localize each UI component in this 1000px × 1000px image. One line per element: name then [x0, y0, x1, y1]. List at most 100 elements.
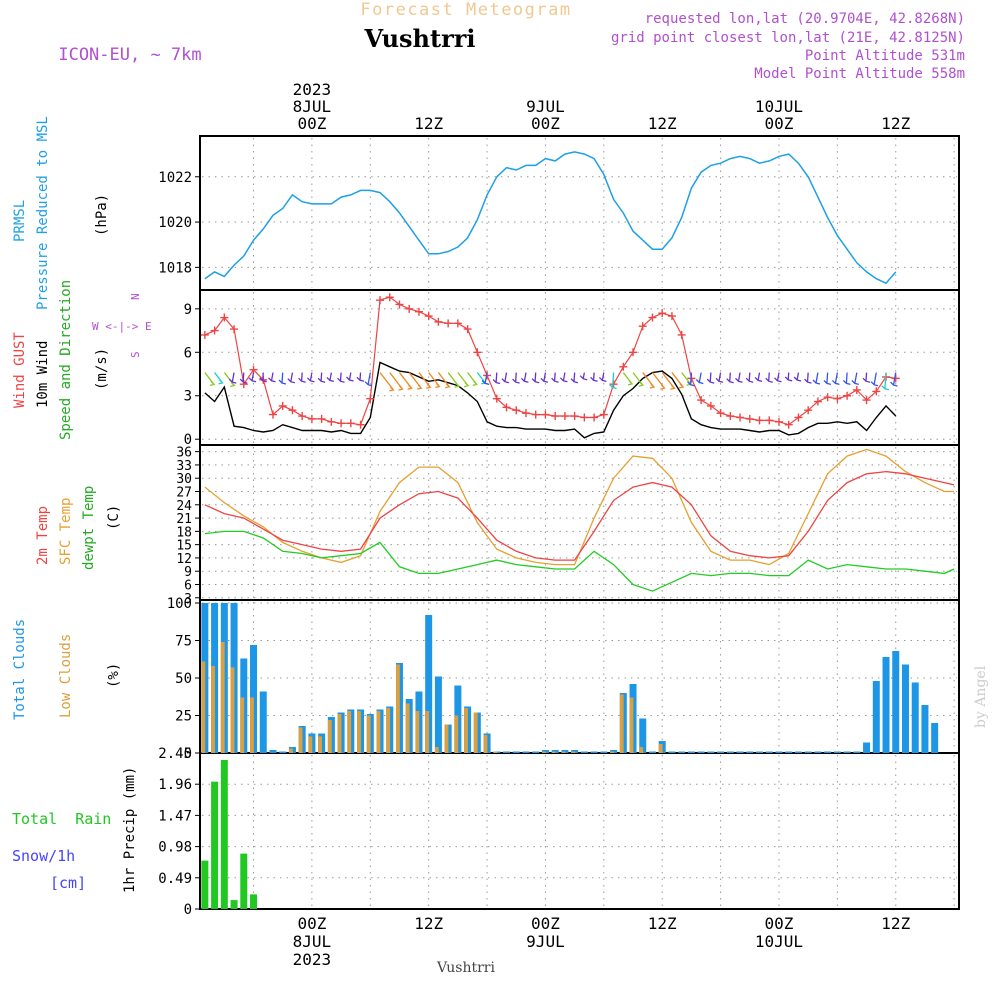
- gust-point: [736, 413, 745, 422]
- wind-direction-arrow: [531, 372, 540, 384]
- pressure-label-1: PRMSL: [12, 200, 28, 242]
- total-cloud-bar: [892, 651, 900, 753]
- low-cloud-bar: [541, 751, 546, 753]
- low-cloud-bar: [415, 711, 420, 753]
- wind-direction-arrow: [812, 372, 821, 385]
- low-cloud-bar: [619, 694, 624, 753]
- gust-point: [278, 401, 287, 410]
- temp-tick-label: 24: [176, 499, 192, 514]
- wind-direction-arrow: [842, 372, 851, 386]
- gust-label: Wind GUST: [12, 332, 28, 408]
- wind-direction-arrow: [204, 372, 216, 387]
- wind-direction-arrow: [862, 372, 871, 383]
- precip-tick-label: 0: [184, 902, 192, 918]
- gust-point: [405, 304, 414, 313]
- wind-panel: [199, 289, 960, 446]
- low-cloud-bar: [376, 711, 381, 753]
- clouds-tick-label: 50: [175, 671, 192, 687]
- gust-point: [862, 396, 871, 405]
- wind-direction-arrow: [408, 372, 423, 390]
- wind-direction-arrow: [501, 372, 510, 384]
- total-cloud-bar: [503, 751, 511, 753]
- low-cloud-bar: [405, 703, 410, 753]
- wind-direction-arrow: [715, 372, 724, 383]
- wind-direction-arrow: [651, 372, 666, 390]
- gust-point: [648, 313, 657, 322]
- low-cloud-bar: [561, 751, 566, 753]
- pressure-series-line: [204, 151, 897, 285]
- total-cloud-bar: [736, 751, 744, 753]
- total-cloud-bar: [794, 751, 802, 753]
- low-cloud-bar: [464, 708, 468, 753]
- wind-direction-arrow: [389, 372, 404, 391]
- wind-direction-arrow: [239, 372, 248, 384]
- sfc-temp-line: [204, 448, 955, 566]
- total-cloud-bar: [717, 751, 725, 753]
- temp-tick-label: 15: [176, 539, 192, 554]
- gust-point: [220, 313, 229, 322]
- bottom-time-label: 9JUL: [526, 932, 565, 951]
- low-cloud-bar: [639, 747, 644, 753]
- low-cloud-bar: [571, 751, 575, 753]
- total-cloud-bar: [687, 751, 695, 753]
- compass-south: S: [129, 351, 142, 358]
- wind-direction-arrow: [268, 372, 276, 383]
- wind-label: 10m Wind: [35, 341, 51, 408]
- rain-label: Total Rain: [12, 810, 111, 828]
- wind-direction-arrow: [418, 372, 432, 389]
- gust-point: [784, 420, 793, 429]
- snow-unit: [cm]: [50, 874, 86, 892]
- total-cloud-bar: [843, 751, 851, 753]
- wind-direction-arrow: [259, 372, 267, 383]
- precip-tick-label: 1.96: [158, 777, 192, 793]
- total-cloud-bar: [824, 751, 832, 753]
- total-cloud-bar: [600, 751, 608, 753]
- temp-panel: [199, 444, 960, 601]
- gust-point: [843, 391, 852, 400]
- total-cloud-bar: [814, 751, 822, 753]
- clouds-tick-label: 0: [184, 746, 192, 762]
- precip-tick-label: 0.98: [158, 840, 192, 856]
- footer-location: Vushtrri: [436, 960, 495, 976]
- snow-label: Snow/1h: [12, 847, 75, 865]
- total-cloud-bar: [746, 751, 754, 753]
- bottom-time-label: 12Z: [648, 914, 677, 933]
- wind-direction-arrow: [457, 372, 470, 388]
- wind-tick-label: 9: [184, 302, 192, 318]
- top-time-label: 00Z: [297, 114, 326, 133]
- wind-direction-label: Speed and Direction: [58, 280, 74, 440]
- bottom-time-label: 00Z: [531, 914, 560, 933]
- low-cloud-bar: [347, 711, 352, 753]
- low-cloud-bar: [240, 697, 245, 753]
- wind-direction-arrow: [706, 372, 715, 384]
- bottom-time-label: 12Z: [881, 914, 910, 933]
- gust-point: [716, 409, 725, 418]
- gust-point: [726, 412, 735, 421]
- total-cloud-bar: [668, 751, 676, 753]
- temp-tick-label: 21: [176, 512, 192, 527]
- low-cloud-bar: [473, 712, 478, 753]
- gust-point: [453, 319, 462, 328]
- gust-point: [590, 413, 599, 422]
- precip-unit: 1hr Precip (mm): [122, 767, 138, 893]
- pressure-tick-label: 1020: [158, 215, 192, 231]
- bottom-time-label: 8JUL: [293, 932, 332, 951]
- low-cloud-bar: [658, 744, 663, 753]
- wind-direction-arrow: [337, 372, 345, 383]
- total-cloud-bar: [882, 657, 890, 753]
- bottom-time-label: 00Z: [765, 914, 794, 933]
- total-cloud-bar: [804, 751, 812, 753]
- top-time-label: 2023: [293, 80, 332, 99]
- bottom-time-label: 12Z: [414, 914, 443, 933]
- gust-point: [755, 416, 764, 425]
- wind-direction-arrow: [428, 372, 441, 389]
- wind-direction-arrow: [851, 372, 859, 386]
- gust-point: [658, 309, 667, 318]
- total-cloud-bar: [765, 751, 773, 753]
- tsfc-label: SFC Temp: [58, 498, 74, 565]
- gust-point: [872, 387, 881, 396]
- gust-point: [813, 397, 822, 406]
- wind-direction-arrow: [551, 372, 559, 383]
- low-cloud-bar: [444, 724, 449, 753]
